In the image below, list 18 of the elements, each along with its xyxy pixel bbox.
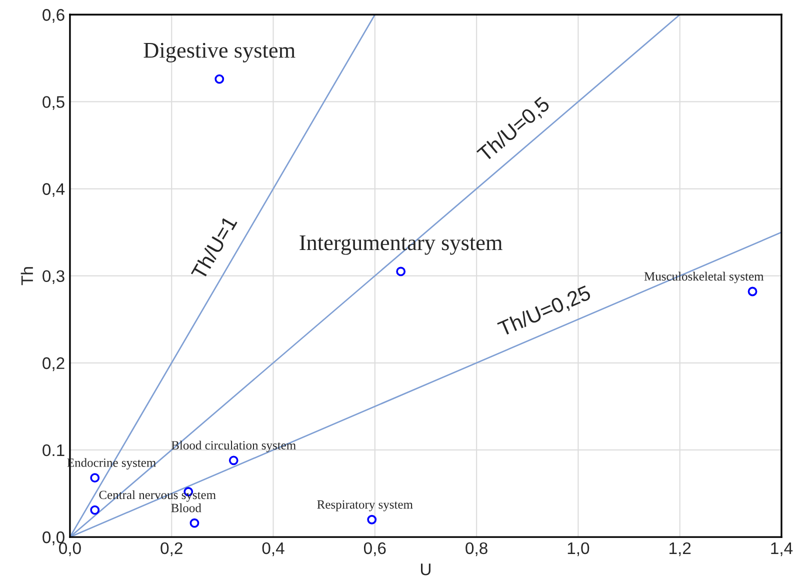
y-tick-label: 0,4	[42, 183, 65, 197]
x-tick-label: 1,4	[771, 542, 793, 556]
y-axis-title: Th	[20, 267, 33, 286]
x-tick-label: 0,4	[262, 542, 284, 556]
y-tick-label: 0,5	[42, 96, 64, 110]
y-tick-label: 0,3	[42, 270, 64, 284]
x-tick-label: 1,0	[568, 542, 590, 556]
annotation: Respiratory system	[317, 500, 413, 512]
annotation: Digestive system	[144, 42, 296, 62]
x-tick-label: 0,2	[160, 542, 182, 556]
y-tick-label: 0.1	[42, 444, 64, 456]
y-tick-label: 0,6	[42, 9, 64, 23]
annotation: Blood	[171, 503, 202, 512]
x-tick-label: 1,2	[670, 542, 691, 556]
x-tick-label: 0,6	[364, 542, 386, 556]
y-tick-label: 0,2	[42, 357, 64, 372]
x-axis-title: U	[420, 564, 430, 576]
x-tick-label: 0,8	[466, 542, 488, 556]
